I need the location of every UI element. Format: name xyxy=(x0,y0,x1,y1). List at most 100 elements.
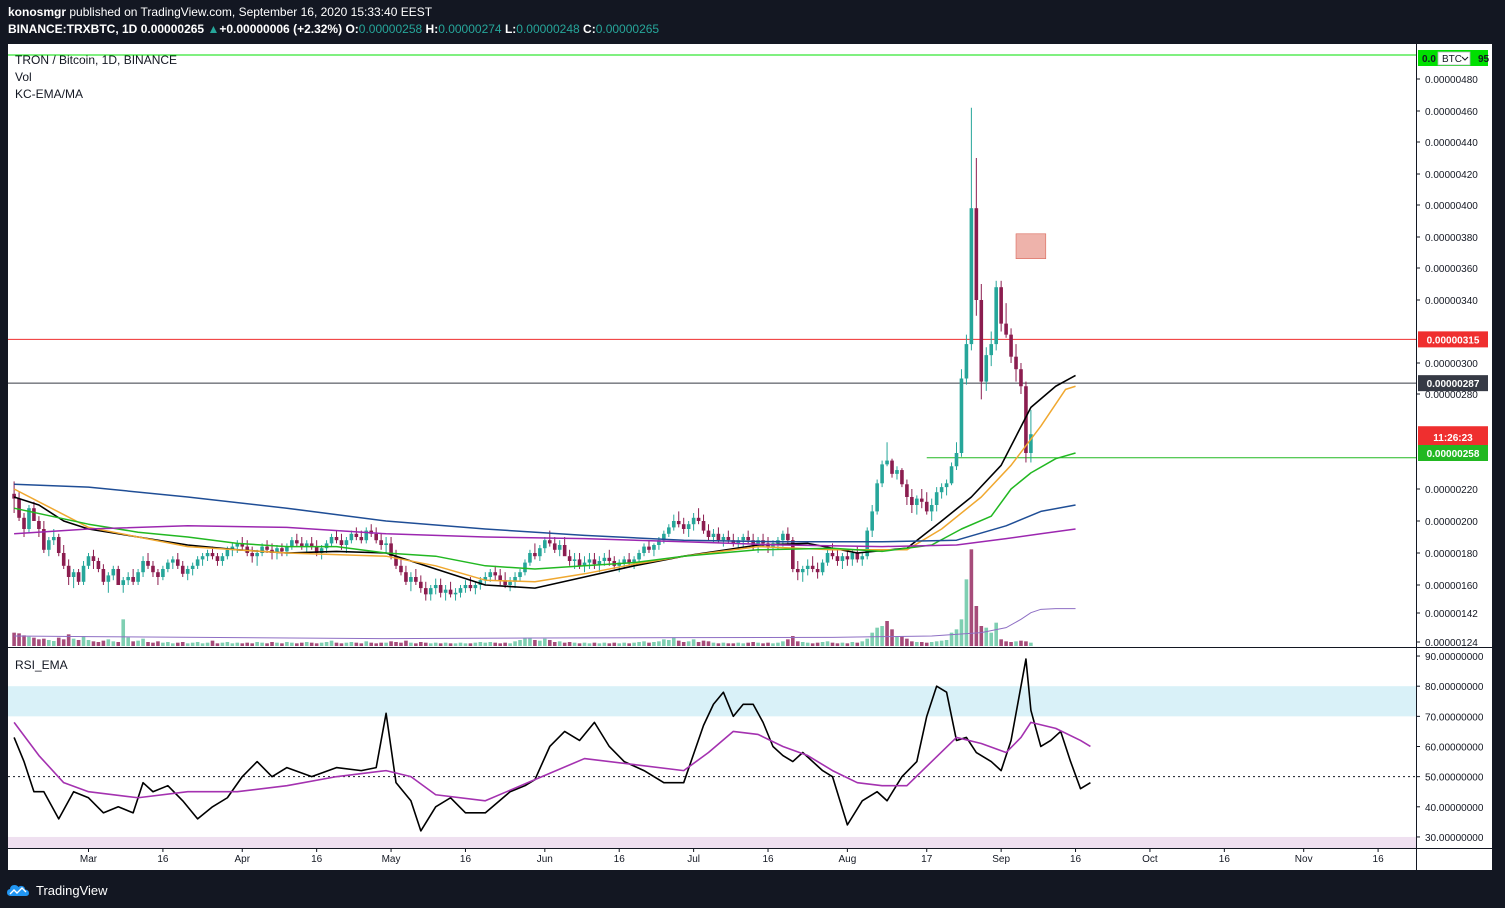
candle[interactable] xyxy=(166,559,170,573)
candle[interactable] xyxy=(567,549,572,566)
candle[interactable] xyxy=(255,549,259,566)
candle[interactable] xyxy=(131,569,135,585)
candle[interactable] xyxy=(979,284,984,400)
candle[interactable] xyxy=(652,543,656,557)
candle[interactable] xyxy=(354,527,359,541)
candle[interactable] xyxy=(106,572,111,593)
candle[interactable] xyxy=(939,483,944,499)
candle[interactable] xyxy=(156,569,160,585)
candle[interactable] xyxy=(671,514,676,531)
candle[interactable] xyxy=(116,565,121,585)
candle[interactable] xyxy=(329,533,334,547)
candle[interactable] xyxy=(220,553,225,566)
candle[interactable] xyxy=(820,559,825,576)
candle[interactable] xyxy=(295,533,299,547)
candle[interactable] xyxy=(954,442,959,471)
tradingview-logo[interactable]: TradingView xyxy=(6,882,108,898)
candle[interactable] xyxy=(81,561,86,585)
candle[interactable] xyxy=(771,540,775,557)
candle[interactable] xyxy=(17,492,21,521)
candle[interactable] xyxy=(860,553,865,566)
candle[interactable] xyxy=(964,334,969,385)
candle[interactable] xyxy=(86,553,91,569)
candle[interactable] xyxy=(47,537,51,557)
candle[interactable] xyxy=(280,543,284,557)
chart-svg[interactable]: 0.00000124 0.00000142 0.00000160 0.00000180… xyxy=(8,44,1492,870)
candle[interactable] xyxy=(989,331,994,367)
author-name[interactable]: konosmgr xyxy=(8,5,67,19)
candle[interactable] xyxy=(944,479,949,496)
candle[interactable] xyxy=(126,572,130,585)
candle[interactable] xyxy=(741,533,746,547)
candle[interactable] xyxy=(865,527,870,560)
candle[interactable] xyxy=(642,543,646,557)
candle[interactable] xyxy=(949,462,954,486)
candle[interactable] xyxy=(900,468,904,488)
candle[interactable] xyxy=(37,516,41,537)
candle[interactable] xyxy=(895,466,899,480)
candle[interactable] xyxy=(364,527,369,544)
candle[interactable] xyxy=(786,527,790,544)
candle[interactable] xyxy=(299,537,304,550)
candle[interactable] xyxy=(870,505,874,537)
candle[interactable] xyxy=(910,489,914,513)
candle[interactable] xyxy=(835,549,840,566)
candle[interactable] xyxy=(969,107,974,351)
candle[interactable] xyxy=(810,556,815,573)
candle[interactable] xyxy=(71,569,76,589)
candle[interactable] xyxy=(617,559,622,573)
candle[interactable] xyxy=(929,498,934,521)
candle[interactable] xyxy=(647,540,651,553)
candle[interactable] xyxy=(91,549,96,569)
candle[interactable] xyxy=(994,280,998,351)
candle[interactable] xyxy=(215,553,220,566)
candle[interactable] xyxy=(602,553,607,566)
candle[interactable] xyxy=(448,581,453,598)
candle[interactable] xyxy=(285,543,289,557)
candle[interactable] xyxy=(245,540,250,557)
candle[interactable] xyxy=(552,537,557,553)
candle[interactable] xyxy=(840,553,845,569)
candle[interactable] xyxy=(185,565,190,581)
candle[interactable] xyxy=(924,492,929,515)
candle[interactable] xyxy=(190,562,195,576)
candle[interactable] xyxy=(423,581,428,601)
candle[interactable] xyxy=(334,530,339,544)
candle[interactable] xyxy=(309,537,314,550)
candle[interactable] xyxy=(691,513,696,531)
candle[interactable] xyxy=(885,442,889,467)
candle[interactable] xyxy=(483,572,488,585)
candle[interactable] xyxy=(1019,363,1023,394)
candle[interactable] xyxy=(171,556,175,569)
candle[interactable] xyxy=(404,565,408,585)
candle[interactable] xyxy=(627,553,631,566)
candle[interactable] xyxy=(419,575,423,593)
candle[interactable] xyxy=(701,514,706,534)
candle[interactable] xyxy=(136,569,140,585)
candle[interactable] xyxy=(121,577,126,593)
candle[interactable] xyxy=(61,545,66,569)
candle[interactable] xyxy=(66,559,71,585)
candle[interactable] xyxy=(676,511,681,528)
candle[interactable] xyxy=(543,537,547,553)
candle[interactable] xyxy=(508,577,512,592)
candle[interactable] xyxy=(379,533,383,550)
candle[interactable] xyxy=(76,569,81,585)
candle[interactable] xyxy=(518,569,522,582)
candle[interactable] xyxy=(706,524,711,541)
candle[interactable] xyxy=(538,545,542,561)
candle[interactable] xyxy=(175,553,180,569)
candle[interactable] xyxy=(180,561,185,577)
candle[interactable] xyxy=(493,565,498,581)
candle[interactable] xyxy=(384,537,388,553)
candle[interactable] xyxy=(111,565,116,581)
candle[interactable] xyxy=(463,580,468,593)
candle[interactable] xyxy=(607,549,612,566)
candle[interactable] xyxy=(1009,328,1013,363)
candle[interactable] xyxy=(265,540,269,553)
chart-area[interactable]: 0.00000124 0.00000142 0.00000160 0.00000180… xyxy=(8,44,1492,870)
candle[interactable] xyxy=(349,530,354,544)
candle[interactable] xyxy=(399,559,403,576)
candle[interactable] xyxy=(637,549,641,563)
candle[interactable] xyxy=(369,524,374,537)
